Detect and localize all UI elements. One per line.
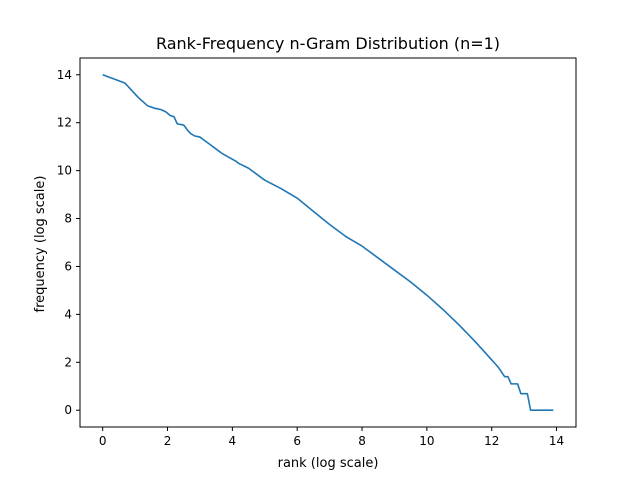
y-tick-label-2: 2 <box>64 355 72 369</box>
x-axis-label: rank (log scale) <box>278 456 379 471</box>
plot-area: 0 2 4 6 8 10 12 14 0 2 4 6 8 10 12 14 <box>57 57 577 448</box>
x-tick-label-10: 10 <box>419 434 434 448</box>
y-axis-label: frequency (log scale) <box>33 176 48 313</box>
y-tick-label-8: 8 <box>64 212 72 226</box>
x-tick-label-12: 12 <box>484 434 499 448</box>
y-tick-label-14: 14 <box>57 68 72 82</box>
x-tick-label-14: 14 <box>549 434 564 448</box>
axes-frame <box>79 57 577 428</box>
series-line-0 <box>102 74 554 412</box>
y-tick-label-4: 4 <box>64 307 72 321</box>
x-tick-label-2: 2 <box>164 434 172 448</box>
y-tick-label-0: 0 <box>64 403 72 417</box>
x-tick-label-4: 4 <box>229 434 237 448</box>
x-tick-label-8: 8 <box>358 434 366 448</box>
y-tick-label-10: 10 <box>57 164 72 178</box>
y-tick-label-12: 12 <box>57 116 72 130</box>
x-tick-label-0: 0 <box>99 434 107 448</box>
y-tick-label-6: 6 <box>64 259 72 273</box>
chart-title: Rank-Frequency n-Gram Distribution (n=1) <box>156 34 500 53</box>
x-tick-label-6: 6 <box>293 434 301 448</box>
